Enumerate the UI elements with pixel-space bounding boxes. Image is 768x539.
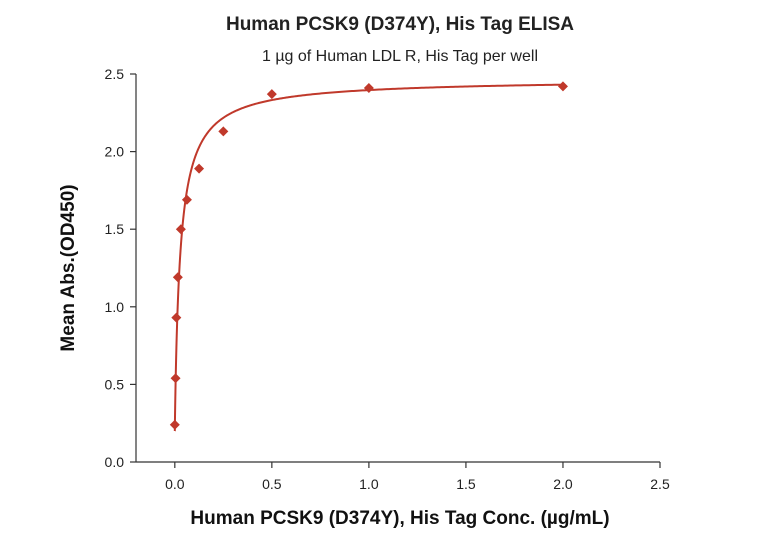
data-point xyxy=(170,373,181,384)
data-point xyxy=(172,272,183,283)
x-tick-label: 0.0 xyxy=(165,476,185,492)
y-tick-label: 1.0 xyxy=(105,299,125,315)
x-tick-label: 1.5 xyxy=(456,476,476,492)
y-tick-label: 2.0 xyxy=(105,144,125,160)
data-point xyxy=(363,82,374,93)
data-point xyxy=(557,81,568,92)
x-tick-label: 2.0 xyxy=(553,476,573,492)
data-points xyxy=(169,81,568,430)
x-axis-ticks: 0.0 0.5 1.0 1.5 2.0 2.5 xyxy=(165,462,670,492)
axes xyxy=(135,74,660,463)
y-tick-label: 1.5 xyxy=(105,221,125,237)
x-axis-label: Human PCSK9 (D374Y), His Tag Conc. (µg/m… xyxy=(190,508,609,529)
data-point xyxy=(181,194,192,205)
data-point xyxy=(266,89,277,100)
data-point xyxy=(171,312,182,323)
fit-curve xyxy=(173,83,563,432)
y-tick-label: 0.0 xyxy=(105,454,125,470)
x-tick-label: 0.5 xyxy=(262,476,282,492)
chart-subtitle: 1 µg of Human LDL R, His Tag per well xyxy=(262,48,538,65)
data-point xyxy=(175,224,186,235)
chart-title: Human PCSK9 (D374Y), His Tag ELISA xyxy=(226,14,574,35)
data-point xyxy=(194,163,205,174)
y-axis-ticks: 0.0 0.5 1.0 1.5 2.0 2.5 xyxy=(105,66,136,470)
x-tick-label: 2.5 xyxy=(650,476,670,492)
y-tick-label: 0.5 xyxy=(105,376,125,392)
x-tick-label: 1.0 xyxy=(359,476,379,492)
data-point xyxy=(218,126,229,137)
data-point xyxy=(169,419,180,430)
y-axis-label: Mean Abs.(OD450) xyxy=(58,184,79,351)
y-tick-label: 2.5 xyxy=(105,66,125,82)
